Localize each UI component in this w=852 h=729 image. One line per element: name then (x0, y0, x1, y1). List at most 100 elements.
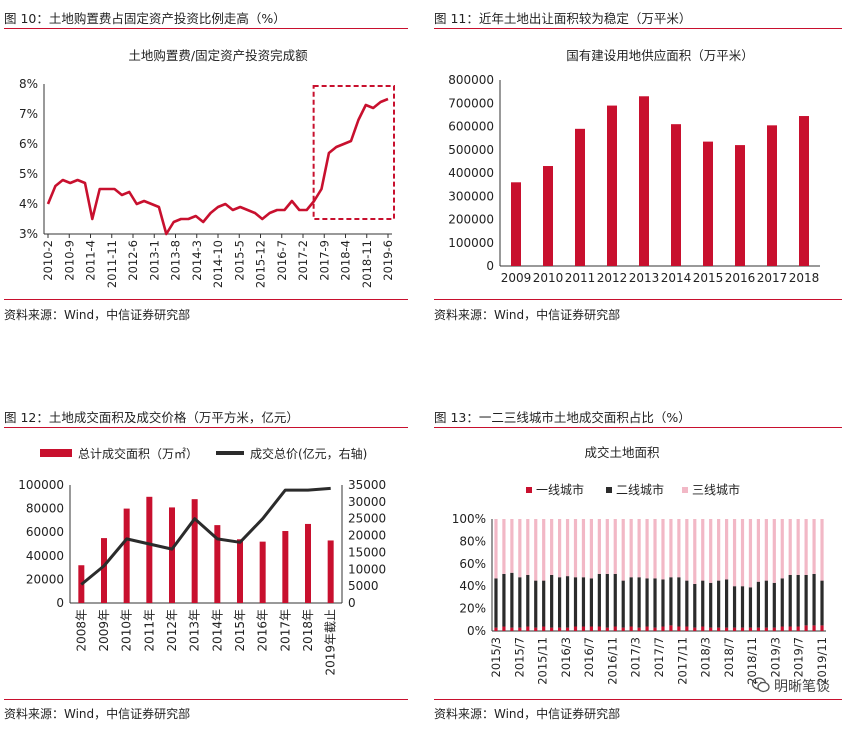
line-chart-land-ratio: 土地购置费/固定资产投资完成额 3% 4% 5% 6% 7% 8% 2010-2 2010-9 2… (19, 48, 395, 288)
figure-title: 图 10：土地购置费占固定资产投资比例走高（%） (4, 11, 286, 26)
stacked-bar-segment (756, 519, 761, 582)
chart-title: 国有建设用地供应面积（万平米） (566, 48, 754, 63)
x-tick-label: 2015年 (233, 609, 247, 652)
stacked-bar-segment (677, 519, 681, 578)
stacked-bar-segment (653, 519, 657, 579)
stacked-bar-segment (772, 627, 776, 631)
stacked-bar-segment (820, 625, 824, 631)
stacked-bar-segment (518, 627, 522, 631)
y-tick-label: 800000 (448, 73, 494, 87)
stacked-bar-segment (669, 625, 673, 631)
stacked-bar-segment (550, 519, 554, 575)
y-tick-label: 0 (486, 259, 494, 273)
bar (327, 540, 334, 603)
source-note: 资料来源：Wind，中信证券研究部 (4, 308, 191, 322)
stacked-bar-segment (732, 627, 737, 631)
y-left-tick-label: 100000 (18, 478, 64, 492)
stacked-bar-segment (502, 519, 506, 574)
y-left-tick-label: 40000 (26, 549, 64, 563)
stacked-bar-segment (724, 579, 729, 628)
title-rule (4, 28, 408, 29)
watermark: 明晰笔谈 (751, 676, 830, 697)
x-tick-label: 2011 (565, 271, 596, 285)
stacked-bar-segment (565, 627, 570, 631)
source-note: 资料来源：Wind，中信证券研究部 (434, 308, 621, 322)
x-tick-label: 2014-3 (190, 240, 204, 281)
stacked-bar-segment (740, 627, 745, 631)
stacked-bar-segment (661, 579, 665, 627)
y-right-tick-label: 10000 (348, 562, 386, 576)
x-tick-label: 2017/7 (652, 637, 666, 677)
bar (169, 507, 175, 603)
stacked-bar-segment (550, 627, 554, 631)
stacked-bar-segment (526, 519, 530, 575)
x-tick-label: 2010年 (120, 609, 134, 652)
stacked-bar-segment (724, 519, 729, 580)
x-tick-label: 2009年 (97, 609, 111, 652)
stacked-bar-segment (693, 519, 697, 584)
x-tick-label: 2018/11 (745, 637, 759, 685)
stacked-bar-segment (502, 626, 506, 631)
x-tick-label: 2018/7 (722, 637, 736, 677)
stacked-bar-segment (804, 625, 808, 631)
y-tick-label: 60% (459, 557, 486, 571)
stacked-bar-segment (693, 627, 697, 631)
bar (191, 499, 198, 603)
y-right-tick-label: 15000 (348, 545, 386, 559)
y-right-tick-label: 5000 (348, 579, 379, 593)
stacked-bar-segment (748, 587, 753, 628)
stacked-bar-segment (637, 577, 641, 628)
stacked-bar-segment (518, 577, 522, 628)
x-tick-label: 2019-6 (381, 240, 395, 281)
stacked-bar-segment (494, 519, 498, 579)
stacked-bar-segment (796, 575, 800, 627)
stacked-bar-segment (661, 626, 665, 631)
stacked-bar-segment (597, 573, 601, 627)
title-rule (434, 427, 842, 428)
stacked-bar-segment (645, 626, 649, 631)
y-tick-label: 4% (19, 197, 38, 211)
x-tick-label: 2013年 (188, 609, 202, 652)
stacked-bar-segment (820, 580, 824, 626)
x-tick-label: 2015 (693, 271, 724, 285)
stacked-bar-segment (677, 626, 681, 631)
panel-fig11: 图 11：近年土地出让面积较为稳定（万平米） 国有建设用地供应面积（万平米） 0 1… (434, 8, 846, 328)
title-rule (434, 28, 842, 29)
x-tick-label: 2012年 (165, 609, 179, 652)
x-tick-label: 2016 (725, 271, 756, 285)
stacked-bar-segment (494, 578, 498, 628)
stacked-bar-segment (581, 577, 586, 627)
stacked-bar-segment (629, 626, 633, 631)
stacked-bar-segment (573, 577, 578, 627)
x-tick-label: 2018-4 (339, 240, 353, 281)
panel-fig13: 图 13：一二三线城市土地成交面积占比（%） 成交土地面积 一线城市 二线城市 三线城… (434, 407, 846, 725)
y-tick-label: 40% (459, 579, 486, 593)
y-right-tick-label: 0 (348, 596, 356, 610)
stacked-bar-segment (494, 627, 498, 631)
stacked-bar-segment (701, 626, 705, 631)
stacked-bar-segment (557, 627, 562, 631)
source-note: 资料来源：Wind，中信证券研究部 (4, 707, 191, 721)
y-tick-label: 80% (459, 534, 486, 548)
stacked-bar-segment (796, 519, 800, 575)
stacked-bar-segment (732, 519, 737, 587)
stacked-bar-segment (534, 580, 538, 628)
stacked-bar-segment (526, 626, 530, 631)
y-tick-label: 6% (19, 137, 38, 151)
x-tick-label: 2017 (757, 271, 788, 285)
stacked-bar-segment (756, 581, 761, 628)
figure-title: 图 11：近年土地出让面积较为稳定（万平米） (434, 11, 692, 26)
stacked-bar-segment (573, 519, 578, 578)
stacked-bar-segment (510, 572, 514, 628)
bar (214, 525, 221, 603)
bar (639, 96, 649, 267)
stacked-bar-segment (605, 519, 609, 574)
stacked-bar-segment (502, 573, 506, 627)
stacked-bar-segment (788, 575, 792, 627)
legend-label-price: 成交总价(亿元，右轴) (250, 446, 367, 461)
stacked-bar-segment (542, 519, 546, 581)
stacked-bar-segment (534, 627, 538, 631)
stacked-bar-segment (717, 627, 721, 631)
stacked-bar-segment (812, 573, 816, 626)
